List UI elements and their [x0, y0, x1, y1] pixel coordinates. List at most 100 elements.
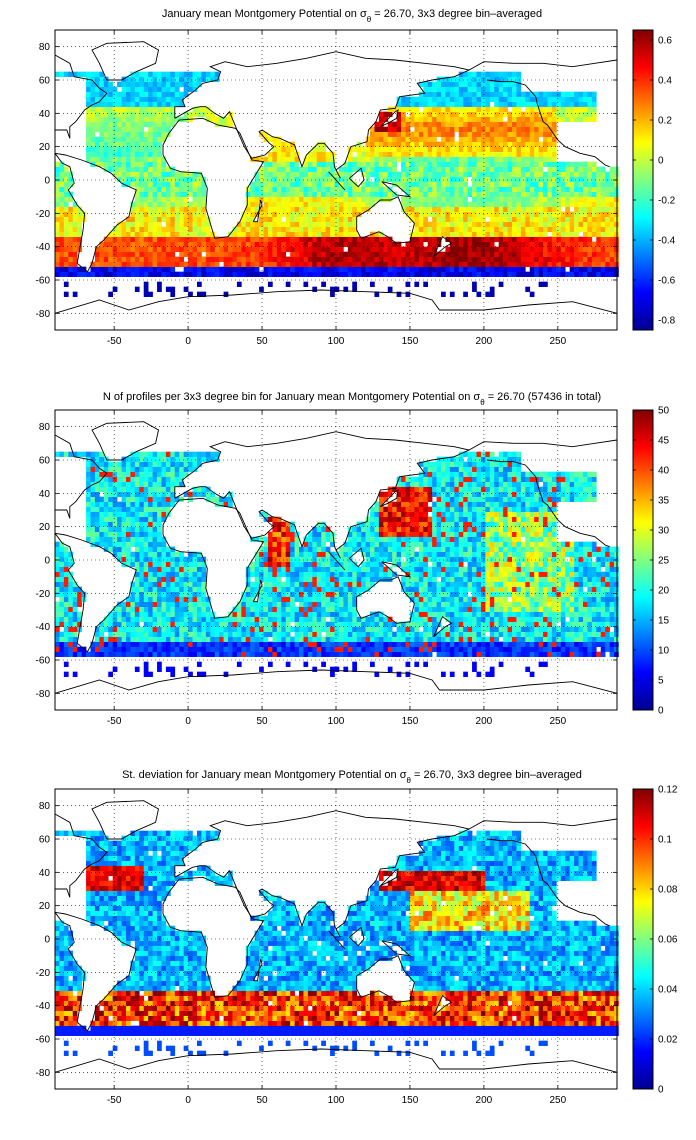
data-cell	[418, 161, 424, 167]
data-cell	[472, 231, 477, 237]
data-cell	[587, 211, 593, 217]
data-cell	[449, 181, 455, 187]
data-cell	[578, 636, 584, 642]
data-cell	[245, 641, 251, 647]
data-cell	[467, 271, 473, 277]
data-cell	[476, 246, 482, 252]
data-cell	[494, 156, 499, 162]
data-cell	[449, 616, 455, 622]
data-cell	[179, 81, 184, 87]
data-cell	[574, 631, 579, 637]
data-cell	[330, 286, 335, 292]
data-cell	[525, 91, 531, 97]
colorbar-ticks: 0.60.40.20-0.2-0.4-0.6-0.8	[633, 36, 676, 327]
data-cell	[294, 171, 300, 177]
data-cell	[312, 221, 318, 227]
data-cell	[139, 251, 145, 257]
data-cell	[130, 236, 136, 242]
data-cell	[352, 611, 358, 617]
data-cell	[272, 166, 278, 172]
data-cell	[485, 71, 491, 77]
data-cell	[108, 146, 113, 152]
data-cell	[245, 201, 251, 207]
data-cell	[112, 626, 118, 632]
data-cell	[316, 611, 322, 617]
data-cell	[263, 626, 269, 632]
data-cell	[103, 136, 109, 142]
data-cell	[179, 621, 184, 627]
data-cell	[396, 176, 402, 182]
data-cell	[445, 181, 451, 187]
data-cell	[547, 611, 553, 617]
data-cell	[374, 231, 380, 237]
data-cell	[157, 646, 162, 652]
data-cell	[476, 196, 482, 202]
data-cell	[596, 171, 602, 177]
data-cell	[432, 191, 437, 197]
data-cell	[294, 261, 300, 267]
data-cell	[463, 121, 468, 127]
data-cell	[276, 196, 282, 202]
data-cell	[578, 626, 584, 632]
data-cell	[591, 261, 597, 267]
data-cell	[108, 101, 113, 107]
data-cell	[401, 631, 406, 637]
data-cell	[192, 646, 198, 652]
data-cell	[299, 606, 304, 612]
data-cell	[427, 146, 433, 152]
data-cell	[170, 666, 176, 672]
data-cell	[378, 641, 384, 647]
data-cell	[263, 161, 269, 167]
data-cell	[343, 196, 349, 202]
data-cell	[565, 181, 570, 187]
data-cell	[170, 196, 176, 202]
data-cell	[90, 641, 96, 647]
data-cell	[511, 611, 517, 617]
data-cell	[254, 271, 260, 277]
data-cell	[578, 186, 584, 192]
data-cell	[489, 141, 495, 147]
data-cell	[165, 181, 171, 187]
data-cell	[188, 636, 193, 642]
data-cell	[432, 646, 437, 652]
data-cell	[148, 621, 153, 627]
data-cell	[210, 76, 216, 82]
data-cell	[188, 211, 193, 217]
data-cell	[139, 221, 145, 227]
data-cell	[241, 216, 247, 222]
data-cell	[507, 131, 513, 137]
data-cell	[432, 111, 437, 117]
data-cell	[321, 156, 326, 162]
data-cell	[489, 116, 495, 122]
data-cell	[267, 626, 273, 632]
data-cell	[121, 136, 127, 142]
data-cell	[330, 166, 335, 172]
data-cell	[99, 626, 105, 632]
data-cell	[250, 241, 255, 247]
data-cell	[405, 96, 411, 102]
data-cell	[188, 81, 193, 87]
data-cell	[560, 241, 566, 247]
data-cell	[383, 171, 389, 177]
data-cell	[423, 231, 428, 237]
data-cell	[196, 291, 202, 297]
data-cell	[338, 166, 344, 172]
data-cell	[436, 86, 442, 92]
data-cell	[352, 216, 358, 222]
data-cell	[241, 261, 247, 267]
data-cell	[485, 636, 491, 642]
data-cell	[290, 646, 295, 652]
data-cell	[356, 201, 362, 207]
data-cell	[307, 216, 313, 222]
data-cell	[174, 651, 180, 657]
data-cell	[59, 246, 65, 252]
data-cell	[161, 231, 167, 237]
data-cell	[157, 106, 162, 112]
data-cell	[472, 646, 477, 652]
data-cell	[334, 641, 340, 647]
data-cell	[223, 631, 229, 637]
data-cell	[125, 146, 131, 152]
data-cell	[525, 246, 531, 252]
data-cell	[392, 141, 397, 147]
data-cell	[516, 71, 522, 77]
